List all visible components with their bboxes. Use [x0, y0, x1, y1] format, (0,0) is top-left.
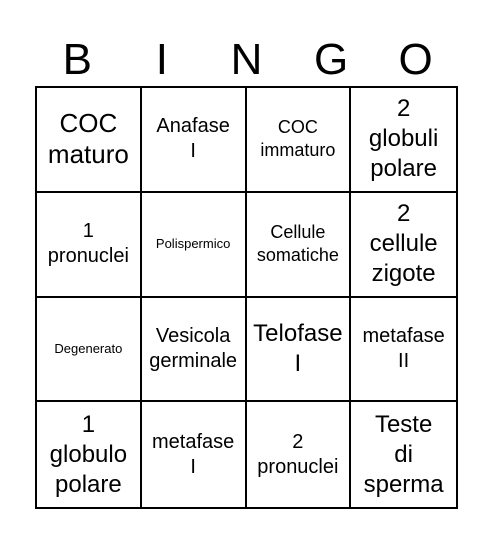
bingo-cell[interactable]: Degenerato: [37, 297, 142, 403]
bingo-cell[interactable]: Polispermico: [141, 192, 247, 298]
bingo-board: COC maturo Anafase I COC immaturo 2 glob…: [35, 86, 458, 509]
header-letter-g: G: [313, 35, 349, 84]
bingo-cell[interactable]: Teste di sperma: [351, 402, 456, 507]
cell-label: Vesicola germinale: [149, 324, 238, 372]
cell-label: metafase II: [362, 324, 445, 372]
cell-label: 2 globuli polare: [368, 95, 439, 183]
cell-label: Anafase I: [156, 115, 230, 163]
bingo-cell[interactable]: metafase I: [142, 402, 247, 507]
cell-label: Cellule somatiche: [256, 221, 339, 266]
bingo-cell[interactable]: metafase II: [351, 298, 456, 403]
bingo-cell[interactable]: 2 globuli polare: [351, 88, 456, 193]
bingo-cell[interactable]: Vesicola germinale: [141, 297, 247, 403]
cell-label: Degenerato: [54, 341, 123, 357]
cell-label: 2 cellule zigote: [369, 200, 438, 288]
cell-label: COC immaturo: [260, 116, 336, 161]
cell-label: Teste di sperma: [363, 410, 444, 498]
bingo-cell[interactable]: Anafase I: [141, 88, 247, 193]
header-letter-i: I: [155, 35, 168, 84]
cell-label: metafase I: [151, 430, 235, 478]
bingo-cell[interactable]: 1 pronuclei: [37, 192, 142, 298]
header-letter-n: N: [230, 35, 263, 84]
bingo-cell[interactable]: COC immaturo: [246, 88, 352, 193]
bingo-cell[interactable]: 2 cellule zigote: [351, 193, 456, 298]
cell-label: Telofase I: [253, 319, 343, 377]
bingo-cell[interactable]: COC maturo: [37, 88, 142, 193]
header-letter-o: O: [398, 35, 433, 84]
cell-label: 2 pronuclei: [257, 430, 339, 478]
header-letter-b: B: [62, 35, 92, 84]
cell-label: Polispermico: [155, 236, 231, 252]
cell-label: 1 globulo polare: [49, 410, 128, 498]
bingo-cell[interactable]: Cellule somatiche: [246, 192, 352, 298]
cell-label: 1 pronuclei: [47, 220, 129, 268]
bingo-cell[interactable]: 1 globulo polare: [37, 402, 142, 507]
cell-label: COC maturo: [47, 108, 129, 170]
bingo-cell[interactable]: 2 pronuclei: [247, 402, 352, 507]
bingo-cell[interactable]: Telofase I: [246, 297, 352, 403]
bingo-header: B I N G O: [35, 36, 458, 84]
